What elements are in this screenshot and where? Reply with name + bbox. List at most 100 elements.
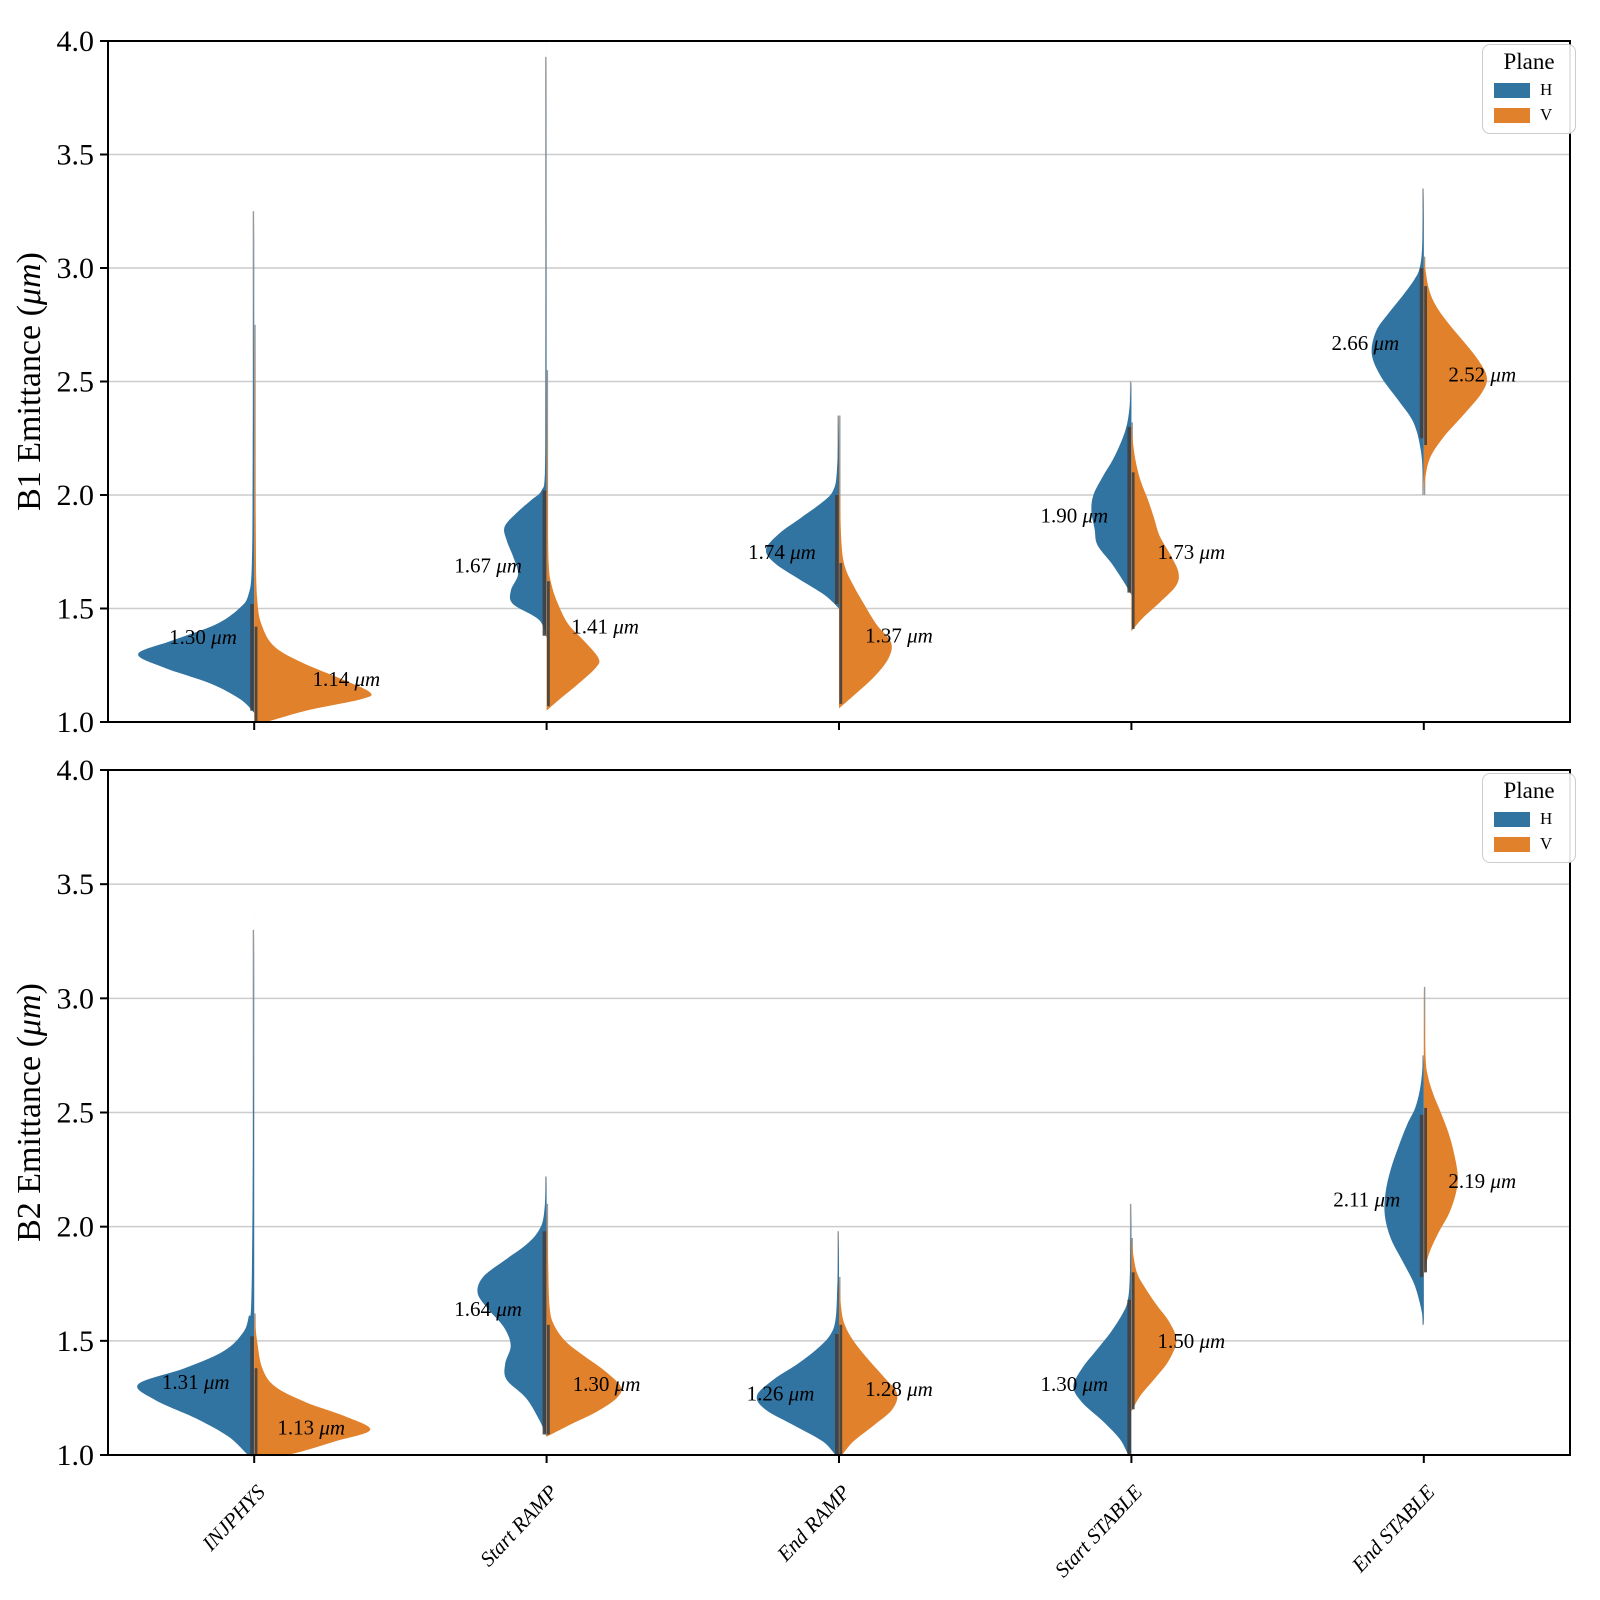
mean-annotation-Start RAMP-V: 1.41 μm: [571, 615, 639, 639]
mean-annotation-End RAMP-V: 1.28 μm: [865, 1377, 933, 1401]
violin-Start STABLE-V: [1130, 420, 1179, 633]
legend-plane-top: Plane H V: [1482, 44, 1576, 134]
violin-End STABLE-V: [1423, 981, 1458, 1277]
violin-End RAMP-V: [837, 409, 892, 710]
inner-sticks-End RAMP-V: [839, 563, 843, 704]
violin-INJPHYS-V: [254, 310, 372, 723]
mean-annotation-Start RAMP-H: 1.64 μm: [454, 1297, 522, 1321]
inner-sticks-End STABLE-H: [1419, 1114, 1424, 1277]
x-tick-label-Start STABLE: Start STABLE: [1050, 1480, 1147, 1582]
inner-sticks-Start RAMP-V: [547, 581, 550, 707]
violin-End STABLE-V: [1423, 254, 1487, 493]
subplot-b1: 1.30 μm 1.14 μm 1.67 μm 1.41 μm 1.74 μm 1.37 …: [11, 25, 1571, 739]
x-tick-label-End RAMP: End RAMP: [772, 1480, 855, 1567]
legend-entry-v: V: [1492, 834, 1566, 854]
legend-entry-h: H: [1492, 809, 1566, 829]
mean-annotation-Start RAMP-H: 1.67 μm: [454, 553, 522, 577]
x-tick-label-End STABLE: End STABLE: [1346, 1480, 1439, 1578]
inner-sticks-INJPHYS-V: [254, 1368, 258, 1455]
legend-label-v: V: [1540, 834, 1553, 853]
mean-annotation-Start STABLE-V: 1.73 μm: [1157, 540, 1225, 564]
violin-INJPHYS-H: [137, 904, 255, 1457]
inner-sticks-INJPHYS-V: [254, 626, 258, 722]
h-plane-swatch: [1494, 811, 1530, 827]
y-tick-label-3.5: 3.5: [57, 868, 95, 901]
violin-End RAMP-H: [756, 1227, 840, 1457]
mean-annotation-End RAMP-V: 1.37 μm: [865, 624, 933, 648]
inner-sticks-Start STABLE-V: [1131, 472, 1135, 629]
y-tick-label-1.0: 1.0: [57, 1439, 95, 1472]
y-tick-label-3.5: 3.5: [57, 139, 95, 172]
mean-annotation-End STABLE-V: 2.52 μm: [1448, 363, 1516, 387]
violin-End STABLE-H: [1371, 184, 1425, 487]
violin-Start STABLE-V: [1130, 1236, 1177, 1413]
y-tick-label-2.0: 2.0: [57, 1211, 95, 1244]
violin-Start STABLE-H: [1091, 379, 1132, 596]
legend-title: Plane: [1503, 778, 1555, 803]
mean-annotation-Start STABLE-V: 1.50 μm: [1157, 1329, 1225, 1353]
violin-INJPHYS-V: [253, 1311, 371, 1457]
v-plane-swatch: [1494, 107, 1530, 123]
inner-sticks-Start STABLE-V: [1131, 1272, 1135, 1410]
mean-annotation-INJPHYS-H: 1.30 μm: [169, 625, 237, 649]
mean-annotation-End STABLE-V: 2.19 μm: [1448, 1169, 1516, 1193]
y-tick-label-2.5: 2.5: [57, 1097, 95, 1130]
v-plane-swatch: [1494, 836, 1530, 852]
violin-End STABLE-H: [1384, 1054, 1425, 1327]
legend-entry-h: H: [1492, 80, 1566, 100]
legend-title: Plane: [1503, 49, 1555, 74]
y-tick-label-1.5: 1.5: [57, 1325, 95, 1358]
violin-End RAMP-H: [765, 411, 841, 610]
y-axis-label-B1: B1 Emittance (μm): [11, 252, 48, 511]
violin-Start STABLE-H: [1073, 1198, 1132, 1457]
mean-annotation-INJPHYS-V: 1.14 μm: [312, 667, 380, 691]
inner-sticks-End STABLE-H: [1419, 268, 1424, 439]
mean-annotation-Start STABLE-H: 1.30 μm: [1041, 1372, 1109, 1396]
y-tick-label-3.0: 3.0: [57, 982, 95, 1015]
mean-annotation-INJPHYS-V: 1.13 μm: [277, 1416, 345, 1440]
inner-sticks-End RAMP-H: [835, 1333, 839, 1455]
y-tick-label-4.0: 4.0: [57, 754, 95, 787]
inner-sticks-Start STABLE-H: [1127, 1299, 1131, 1455]
inner-sticks-Start RAMP-V: [547, 1324, 550, 1435]
y-tick-label-3.0: 3.0: [57, 252, 95, 285]
legend-entry-v: V: [1492, 105, 1566, 125]
mean-annotation-End RAMP-H: 1.74 μm: [748, 540, 816, 564]
y-tick-label-4.0: 4.0: [57, 25, 95, 58]
y-axis-label-B2: B2 Emittance (μm): [11, 983, 48, 1242]
inner-sticks-Start STABLE-H: [1127, 426, 1131, 593]
mean-annotation-Start RAMP-V: 1.30 μm: [573, 1372, 641, 1396]
legend-plane-bottom: Plane H V: [1482, 773, 1576, 863]
legend-label-h: H: [1540, 809, 1553, 828]
legend-label-v: V: [1540, 105, 1553, 124]
inner-sticks-End RAMP-V: [839, 1324, 843, 1455]
violin-Start RAMP-V: [545, 360, 600, 712]
y-tick-label-1.0: 1.0: [57, 706, 95, 739]
inner-sticks-Start RAMP-H: [542, 490, 547, 636]
inner-sticks-INJPHYS-H: [250, 603, 254, 711]
mean-annotation-End STABLE-H: 2.66 μm: [1331, 331, 1399, 355]
mean-annotation-End STABLE-H: 2.11 μm: [1333, 1187, 1400, 1211]
mean-annotation-INJPHYS-H: 1.31 μm: [162, 1370, 230, 1394]
violin-Start RAMP-H: [477, 1173, 548, 1438]
y-tick-label-1.5: 1.5: [57, 593, 95, 626]
legend-label-h: H: [1540, 80, 1553, 99]
inner-sticks-End STABLE-V: [1424, 286, 1427, 446]
x-tick-label-Start RAMP: Start RAMP: [475, 1480, 562, 1571]
h-plane-swatch: [1494, 82, 1530, 98]
violin-Start RAMP-V: [544, 1199, 622, 1438]
mean-annotation-End RAMP-H: 1.26 μm: [747, 1381, 815, 1405]
inner-sticks-Start RAMP-H: [542, 1231, 547, 1435]
inner-sticks-INJPHYS-H: [250, 1336, 254, 1455]
subplot-b2: 1.31 μm 1.13 μm 1.64 μm 1.30 μm 1.26 μm 1.28 …: [11, 754, 1571, 1582]
y-tick-label-2.0: 2.0: [57, 479, 95, 512]
violin-End RAMP-V: [838, 1274, 898, 1457]
violin-INJPHYS-H: [138, 193, 256, 714]
y-tick-label-2.5: 2.5: [57, 366, 95, 399]
mean-annotation-Start STABLE-H: 1.90 μm: [1041, 503, 1109, 527]
x-tick-label-INJPHYS: INJPHYS: [197, 1480, 270, 1556]
inner-sticks-End RAMP-H: [835, 495, 839, 604]
inner-sticks-End STABLE-V: [1424, 1107, 1427, 1273]
